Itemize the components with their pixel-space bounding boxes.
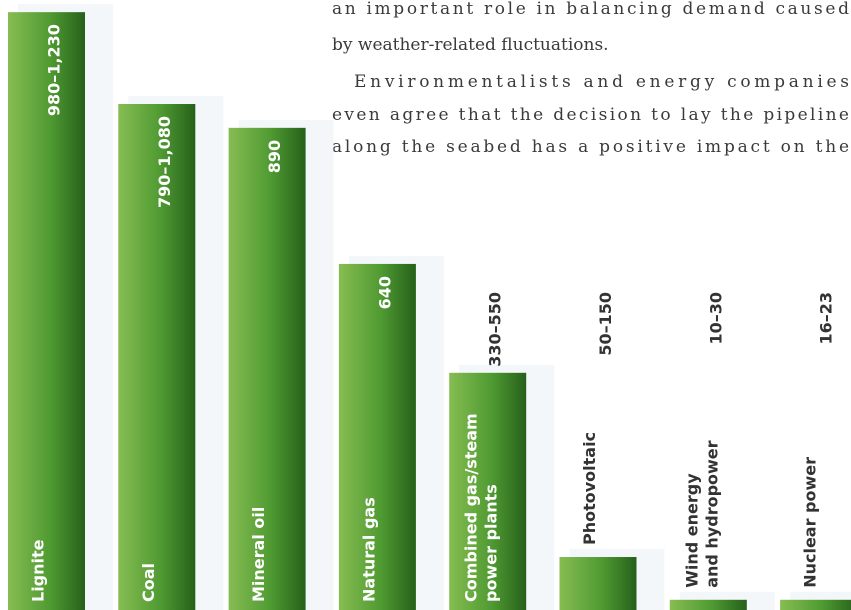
value-label: 980–1,230 xyxy=(45,24,64,116)
bar xyxy=(338,263,416,610)
bar xyxy=(559,557,637,610)
bar xyxy=(8,12,85,610)
category-label: Wind energy xyxy=(682,473,701,588)
category-label: Photovoltaic xyxy=(580,432,599,545)
category-label: Coal xyxy=(139,563,158,602)
category-label: Combined gas/steam xyxy=(462,413,481,602)
bar xyxy=(449,372,527,610)
bar xyxy=(228,127,306,610)
category-label: Mineral oil xyxy=(249,507,268,602)
body-line: an important role in balancing demand ca… xyxy=(332,0,849,19)
category-label: power plants xyxy=(482,484,501,602)
value-label: 16–23 xyxy=(817,292,836,345)
bar xyxy=(669,599,747,610)
body-line: even agree that the decision to lay the … xyxy=(332,105,849,125)
value-label: 50–150 xyxy=(596,292,615,356)
category-label: Natural gas xyxy=(359,497,378,602)
body-line: Environmentalists and energy companies xyxy=(354,72,849,92)
category-label: Nuclear power xyxy=(801,457,820,588)
body-line: along the seabed has a positive impact o… xyxy=(332,137,849,157)
value-label: 330–550 xyxy=(486,292,505,367)
category-label: and hydropower xyxy=(702,440,721,587)
value-label: 790–1,080 xyxy=(155,116,174,208)
value-label: 10–30 xyxy=(706,292,725,345)
value-label: 640 xyxy=(375,276,394,309)
bar xyxy=(780,599,851,610)
bar xyxy=(118,104,196,610)
category-label: Lignite xyxy=(29,539,48,602)
value-label: 890 xyxy=(265,140,284,173)
body-line: by weather-related fluctuations. xyxy=(332,35,609,55)
